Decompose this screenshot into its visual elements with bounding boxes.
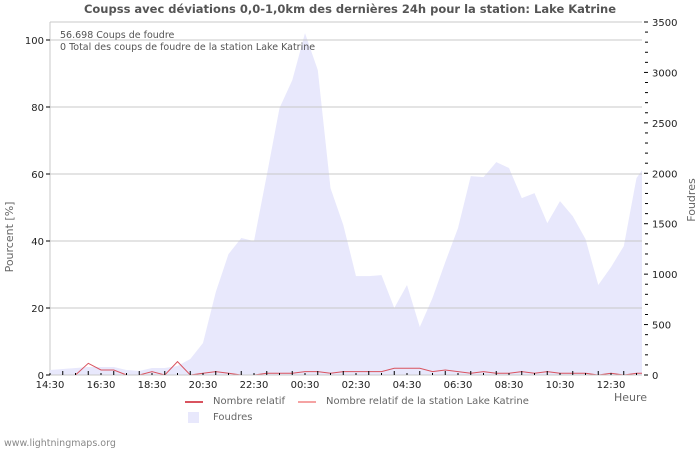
x-tick-label: 00:30 <box>291 380 320 391</box>
footer-site-link[interactable]: www.lightningmaps.org <box>4 438 116 449</box>
info-strike-count: 56.698 Coups de foudre <box>60 30 175 41</box>
station-line-swatch <box>298 400 316 403</box>
strikes-area-swatch <box>188 412 199 423</box>
chart-title: Coupss avec déviations 0,0-1,0km des der… <box>83 2 617 16</box>
y-right-tick-label: 3000 <box>652 68 677 79</box>
y-left-tick-label: 100 <box>25 36 44 47</box>
plot-frame <box>49 21 642 375</box>
y-right-tick-label: 1000 <box>652 270 677 281</box>
legend-item-strikes: Foudres <box>185 412 252 423</box>
relative-line-swatch <box>185 400 203 403</box>
legend-label-relative: Nombre relatif <box>213 396 286 407</box>
legend-label-station-relative: Nombre relatif de la station Lake Katrin… <box>326 396 529 407</box>
x-tick-label: 12:30 <box>597 380 626 391</box>
x-tick-label: 18:30 <box>138 380 167 391</box>
y-left-tick-label: 40 <box>31 237 44 248</box>
x-tick-label: 08:30 <box>495 380 524 391</box>
y-right-tick-label: 0 <box>652 371 658 382</box>
strikes-area <box>50 33 642 375</box>
right-axis: 0 500 1000 1500 2000 2500 3000 3500 <box>644 18 677 382</box>
x-tick-label: 22:30 <box>240 380 269 391</box>
legend-item-relative: Nombre relatif <box>185 396 285 407</box>
gridlines <box>50 39 642 309</box>
y-left-tick-label: 80 <box>31 103 44 114</box>
x-tick-label: 20:30 <box>189 380 218 391</box>
y-right-tick-label: 3500 <box>652 18 677 29</box>
y-left-tick-label: 0 <box>38 371 44 382</box>
y-left-tick-label: 20 <box>31 304 44 315</box>
y-right-tick-label: 2500 <box>652 119 677 130</box>
y-right-tick-label: 2000 <box>652 169 677 180</box>
left-axis: 0 20 40 60 80 100 <box>25 36 50 382</box>
left-axis-title: Pourcent [%] <box>3 202 16 273</box>
info-station-total: 0 Total des coups de foudre de la statio… <box>60 42 315 53</box>
x-tick-label: 06:30 <box>444 380 473 391</box>
y-right-tick-label: 500 <box>652 321 671 332</box>
x-tick-label: 04:30 <box>393 380 422 391</box>
right-axis-title: Foudres <box>685 178 698 222</box>
y-right-tick-label: 1500 <box>652 220 677 231</box>
x-axis-title: Heure <box>614 391 647 404</box>
legend-label-strikes: Foudres <box>213 412 253 423</box>
x-tick-label: 16:30 <box>87 380 116 391</box>
x-tick-label: 02:30 <box>342 380 371 391</box>
x-tick-label: 10:30 <box>546 380 575 391</box>
relative-line <box>50 360 642 376</box>
x-axis: 14:30 16:30 18:30 20:30 22:30 00:30 02:30 04:30… <box>36 371 642 391</box>
legend-item-station-relative: Nombre relatif de la station Lake Katrin… <box>298 396 529 407</box>
y-left-tick-label: 60 <box>31 170 44 181</box>
x-tick-label: 14:30 <box>36 380 65 391</box>
